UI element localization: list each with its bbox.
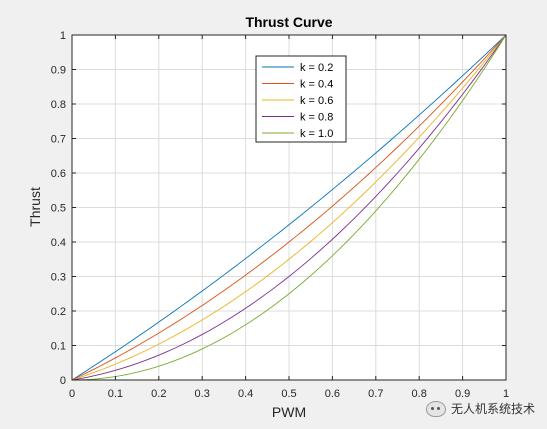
y-tick-label: 0.5 [51,203,66,215]
legend-entry: k = 0.4 [300,79,333,91]
legend-entry: k = 1.0 [300,128,333,140]
wechat-icon [425,400,446,417]
y-axis-label: Thrust [27,187,43,227]
x-tick-label: 0.7 [368,388,383,400]
x-tick-label: 0.6 [325,388,340,400]
x-tick-label: 0 [69,388,75,400]
watermark: 无人机系统技术 [425,400,535,417]
x-tick-label: 0.4 [238,388,253,400]
legend-box [255,55,347,143]
x-tick-label: 1 [503,388,509,400]
y-tick-label: 0.4 [51,237,66,249]
y-tick-label: 0.2 [51,306,66,318]
y-tick-label: 0 [60,375,66,387]
y-tick-label: 1 [60,30,66,42]
y-tick-label: 0.9 [51,65,66,77]
watermark-text: 无人机系统技术 [450,402,535,416]
chart-title: Thrust Curve [245,14,332,30]
x-tick-label: 0.5 [281,388,296,400]
y-tick-label: 0.6 [51,168,66,180]
legend-entry: k = 0.8 [300,112,333,124]
series-line-k-0-2 [71,34,507,381]
x-axis-label: PWM [272,404,306,420]
x-tick-labels: 0 0.1 0.2 0.3 0.4 0.5 0.6 0.7 0.8 0.9 1 [69,388,509,400]
series-line-k-1-0 [71,34,507,381]
x-tick-label: 0.1 [108,388,123,400]
y-tick-label: 0.7 [51,134,66,146]
y-tick-label: 0.8 [51,99,66,111]
legend: k = 0.2 k = 0.4 k = 0.6 k = 0.8 k = 1.0 [255,55,347,143]
legend-entry: k = 0.6 [300,95,333,107]
x-tick-label: 0.3 [195,388,210,400]
y-tick-label: 0.1 [51,341,66,353]
series-line-k-0-8 [71,34,507,381]
x-tick-label: 0.2 [151,388,166,400]
series-line-k-0-4 [71,34,507,381]
series-lines [71,34,507,381]
tick-marks [71,34,507,381]
y-tick-label: 0.3 [51,272,66,284]
x-tick-label: 0.8 [412,388,427,400]
x-tick-label: 0.9 [455,388,470,400]
series-line-k-0-6 [71,34,507,381]
legend-entry: k = 0.2 [300,62,333,74]
y-tick-labels: 0 0.1 0.2 0.3 0.4 0.5 0.6 0.7 0.8 0.9 1 [51,30,66,387]
